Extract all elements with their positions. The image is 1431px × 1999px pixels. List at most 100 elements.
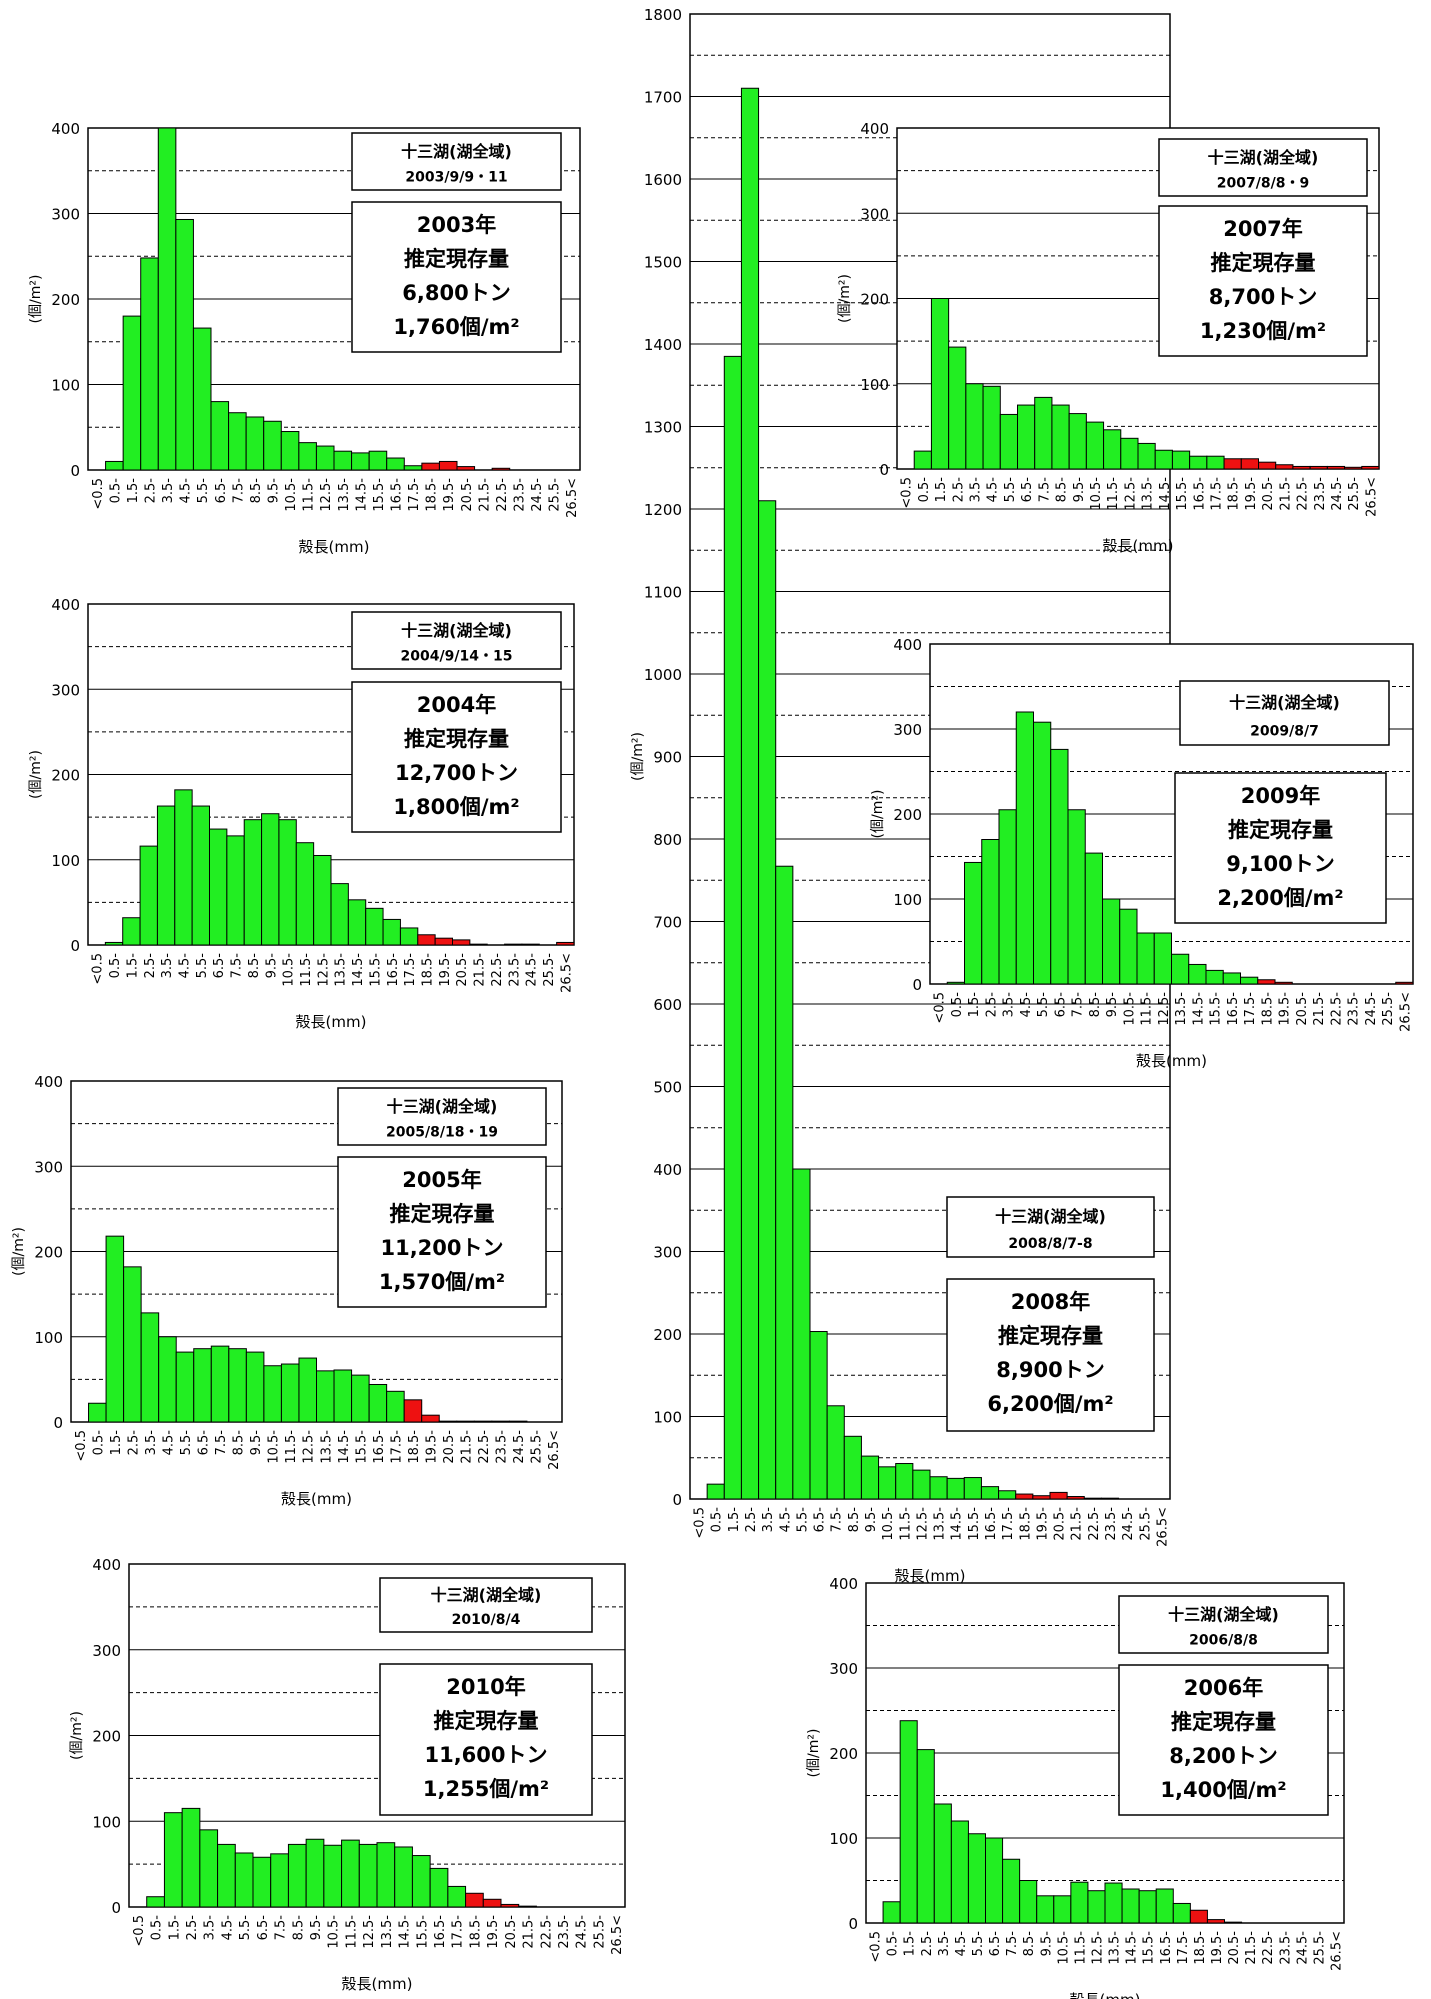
x-tick-label: 19.5-: [1278, 992, 1293, 1026]
y-axis-label: (個/m²): [69, 1711, 85, 1760]
bar-1.5-: [723, 355, 742, 1500]
bar-2.5-: [916, 1749, 935, 1924]
summary-box: [379, 1663, 593, 1816]
x-tick-label: 0.5-: [91, 1430, 106, 1456]
y-tick-label: 100: [829, 1830, 858, 1848]
x-tick-label: 6.5-: [256, 1915, 271, 1941]
x-tick-label: 7.5-: [230, 953, 245, 979]
x-tick-label: 5.5-: [1036, 992, 1051, 1018]
x-tick-label: 14.5-: [398, 1915, 413, 1949]
bar-8.5-: [1051, 404, 1070, 470]
x-tick-label: 3.5-: [161, 478, 176, 504]
y-tick-label: 200: [34, 1244, 63, 1262]
x-tick-label: 15.5-: [372, 478, 387, 512]
x-tick-label: 21.5-: [1070, 1507, 1085, 1541]
bar-2.5-: [140, 257, 159, 471]
x-tick-label: 17.5-: [451, 1915, 466, 1949]
summary-box: [946, 1278, 1155, 1432]
location-box: [946, 1196, 1155, 1258]
bar-17.5-: [1172, 1902, 1191, 1924]
x-tick-label: 9.5-: [309, 1915, 324, 1941]
bar-24.5-: [508, 1420, 528, 1423]
x-tick-label: 2.5-: [744, 1507, 759, 1533]
bar-0.5-: [946, 981, 965, 985]
x-tick-label: 7.5-: [214, 1430, 229, 1456]
bar-16.5-: [368, 1383, 388, 1423]
x-tick-label: 19.5-: [424, 1430, 439, 1464]
location-title: 十三湖(湖全域): [1208, 148, 1319, 167]
x-tick-label: 14.5-: [337, 1430, 352, 1464]
bar-7.5-: [1034, 396, 1053, 470]
bar-11.5-: [895, 1463, 914, 1500]
y-tick-label: 300: [92, 1642, 121, 1660]
bar-13.5-: [1171, 953, 1190, 985]
x-tick-label: 6.5-: [988, 1931, 1003, 1957]
x-tick-label: 13.5-: [337, 478, 352, 512]
y-tick-label: 0: [848, 1915, 858, 1933]
bar-14.5-: [394, 1846, 413, 1908]
chart-c2007: 0 100 200 300 400 <0.5 0.5- 1.5- 2.5- 3.5- 4.5- 5.5…: [837, 120, 1380, 555]
summary-year: 2006年: [1184, 1676, 1263, 1700]
summary-year: 2008年: [1011, 1290, 1090, 1314]
summary-tonnage: 6,800トン: [402, 281, 510, 305]
survey-date: 2010/8/4: [452, 1612, 521, 1628]
bar-26.5<: [1361, 465, 1380, 470]
x-tick-label: 21.5-: [477, 478, 492, 512]
y-tick-label: 200: [92, 1728, 121, 1746]
x-tick-label: 22.5-: [1261, 1931, 1276, 1965]
bar-20.5-: [1049, 1491, 1068, 1500]
bar-18.5-: [421, 462, 440, 471]
x-tick-label: <0.5: [933, 992, 948, 1024]
x-tick-label: 0.5-: [950, 992, 965, 1018]
x-tick-label: 8.5-: [847, 1507, 862, 1533]
x-tick-label: 9.5-: [864, 1507, 879, 1533]
bar-15.5-: [351, 1374, 370, 1423]
x-tick-label: 3.5-: [968, 477, 983, 503]
x-tick-label: 10.5-: [1056, 1931, 1071, 1965]
x-tick-label: 2.5-: [143, 953, 158, 979]
x-tick-label: 26.5<: [1398, 992, 1413, 1032]
bar-6.5-: [193, 1348, 212, 1423]
x-tick-label: 14.5-: [1125, 1931, 1140, 1965]
x-tick-label: 16.5-: [372, 1430, 387, 1464]
chart-c2004: 0 100 200 300 400 <0.5 0.5- 1.5- 2.5- 3.5- 4.5- 5.5…: [28, 596, 575, 1031]
bar-12.5-: [1153, 932, 1172, 985]
x-tick-label: 18.5-: [407, 1430, 422, 1464]
bar-15.5-: [411, 1855, 431, 1908]
x-tick-label: 9.5-: [1105, 992, 1120, 1018]
bar-19.5-: [1032, 1495, 1051, 1500]
x-tick-label: 0.5-: [710, 1507, 725, 1533]
x-tick-label: 8.5-: [232, 1430, 247, 1456]
bar-7.5-: [226, 835, 245, 946]
x-tick-label: 2.5-: [951, 477, 966, 503]
bar-23.5-: [1100, 1497, 1120, 1500]
y-axis-label: (個/m²): [28, 275, 44, 324]
x-tick-label: 25.5-: [1138, 1507, 1153, 1541]
bar-12.5-: [298, 1357, 318, 1423]
bar-7.5-: [210, 1345, 230, 1423]
y-tick-label: 0: [879, 461, 889, 479]
x-tick-label: 13.5-: [380, 1915, 395, 1949]
x-tick-label: 15.5-: [415, 1915, 430, 1949]
y-tick-label: 0: [53, 1414, 63, 1432]
x-tick-label: 25.5-: [530, 1430, 545, 1464]
x-tick-label: 23.5-: [495, 1430, 510, 1464]
bar-3.5-: [758, 500, 777, 1500]
x-axis-label: 殻長(mm): [1103, 537, 1174, 555]
bar-1.5-: [899, 1720, 918, 1924]
bar-13.5-: [333, 450, 353, 471]
summary-tonnage: 8,700トン: [1209, 285, 1317, 309]
x-tick-label: 22.5-: [1087, 1507, 1102, 1541]
location-title: 十三湖(湖全域): [431, 1586, 542, 1605]
bar-3.5-: [157, 127, 177, 471]
x-tick-label: 15.5-: [354, 1430, 369, 1464]
x-tick-label: 23.5-: [513, 478, 528, 512]
bar-5.5-: [999, 413, 1018, 470]
x-tick-label: 24.5-: [1330, 477, 1345, 511]
bar-2.5-: [981, 839, 1000, 985]
y-tick-label: 1500: [644, 254, 682, 272]
x-tick-label: 15.5-: [1175, 477, 1190, 511]
bar-9.5-: [305, 1838, 325, 1908]
bar-17.5-: [1206, 455, 1225, 470]
summary-density: 2,200個/m²: [1217, 886, 1343, 910]
